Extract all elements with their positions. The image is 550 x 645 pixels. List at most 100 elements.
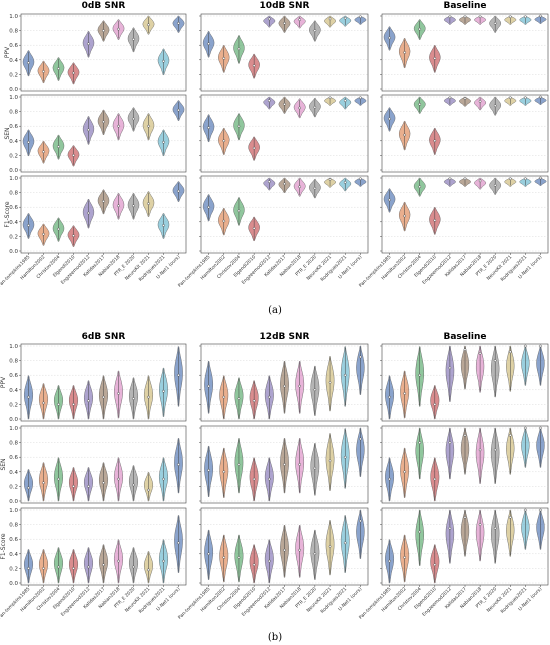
median-point	[433, 477, 437, 481]
median-point	[177, 108, 180, 112]
median-point	[222, 395, 226, 399]
median-point	[72, 403, 75, 406]
median-point	[478, 100, 482, 103]
median-point	[162, 140, 165, 144]
column-title: 12dB SNR	[260, 332, 310, 342]
y-tick-label: 0.4	[9, 388, 18, 394]
y-tick-label: 1.0	[9, 95, 18, 101]
median-point	[268, 477, 271, 481]
median-point	[328, 459, 332, 463]
y-tick-label: 0.2	[9, 484, 18, 490]
median-point	[27, 567, 30, 570]
median-point	[87, 565, 90, 569]
subplot-a-baseline-ppv	[380, 13, 549, 92]
median-point	[237, 47, 241, 51]
column-title: Baseline	[443, 332, 486, 342]
column-title: 6dB SNR	[82, 332, 126, 342]
y-tick-label: 0.6	[9, 373, 18, 379]
median-point	[207, 469, 210, 472]
median-point	[162, 224, 165, 227]
y-tick-label: 0.0	[9, 249, 18, 255]
median-point	[147, 202, 150, 205]
x-tick-label: Rodrigues2021	[500, 254, 529, 283]
y-tick-label: 0.0	[9, 499, 18, 505]
median-point	[298, 548, 301, 552]
median-point	[207, 205, 210, 209]
y-tick-label: 0.2	[9, 566, 18, 572]
median-point	[388, 198, 391, 202]
median-point	[328, 178, 332, 181]
median-point	[298, 185, 301, 189]
median-point	[72, 234, 75, 237]
panel-b-caption: (b)	[268, 632, 282, 643]
x-tick-label: Rodrigues2021	[138, 254, 167, 283]
y-tick-label: 0.8	[9, 359, 18, 365]
median-point	[72, 567, 75, 570]
median-point	[343, 99, 347, 102]
median-point	[418, 373, 422, 377]
axes-frame	[20, 175, 187, 254]
median-point	[433, 563, 437, 567]
median-point	[448, 177, 452, 181]
median-point	[117, 392, 120, 395]
y-tick-label: 0.4	[9, 552, 18, 558]
median-point	[72, 154, 75, 157]
median-point	[57, 565, 60, 569]
median-point	[222, 556, 226, 559]
x-tick-label: Rodrigues2021	[500, 586, 529, 615]
subplot-a-10db-snr-f1-score: Pan-tompkins1985Hamilton2002Christov2004…	[177, 175, 369, 289]
subplot-a-baseline-sen	[380, 94, 549, 173]
median-point	[207, 126, 210, 129]
y-tick-label: 0.6	[9, 455, 18, 461]
median-point	[87, 211, 90, 215]
axes-frame	[20, 425, 187, 504]
axes-frame	[381, 94, 549, 173]
median-point	[463, 97, 467, 100]
y-tick-label: 0.2	[9, 153, 18, 159]
median-point	[359, 437, 362, 441]
median-point	[388, 395, 391, 399]
median-point	[524, 15, 527, 19]
y-axis-label: F1-Score	[0, 533, 7, 560]
median-point	[132, 38, 135, 41]
median-point	[132, 397, 135, 400]
y-axis-label: PPV	[0, 376, 7, 388]
y-tick-label: 0.2	[9, 72, 18, 78]
median-point	[102, 563, 105, 567]
median-point	[328, 545, 332, 548]
median-point	[313, 29, 317, 32]
median-point	[268, 180, 271, 183]
median-point	[508, 96, 512, 100]
median-point	[222, 139, 226, 143]
median-point	[177, 21, 180, 25]
median-point	[283, 21, 286, 25]
median-point	[478, 523, 482, 526]
median-point	[508, 433, 512, 437]
median-point	[237, 209, 241, 213]
median-point	[57, 477, 60, 481]
median-point	[388, 36, 391, 40]
median-point	[117, 124, 120, 128]
median-point	[207, 384, 210, 388]
y-axis-label: F1-Score	[4, 201, 11, 228]
y-tick-label: 0.8	[9, 29, 18, 35]
median-point	[27, 486, 30, 490]
median-point	[343, 455, 347, 459]
median-point	[448, 441, 452, 444]
median-point	[268, 559, 271, 563]
median-point	[252, 477, 256, 481]
median-point	[493, 21, 497, 25]
median-point	[463, 433, 467, 437]
median-point	[343, 541, 347, 545]
y-tick-label: 0.4	[9, 58, 18, 64]
median-point	[132, 117, 135, 121]
median-point	[222, 57, 226, 60]
axes-frame	[200, 343, 369, 422]
median-point	[252, 64, 256, 67]
y-tick-label: 0.8	[9, 441, 18, 447]
median-point	[27, 140, 30, 144]
median-point	[508, 350, 512, 354]
median-point	[117, 27, 120, 31]
median-point	[448, 15, 452, 19]
